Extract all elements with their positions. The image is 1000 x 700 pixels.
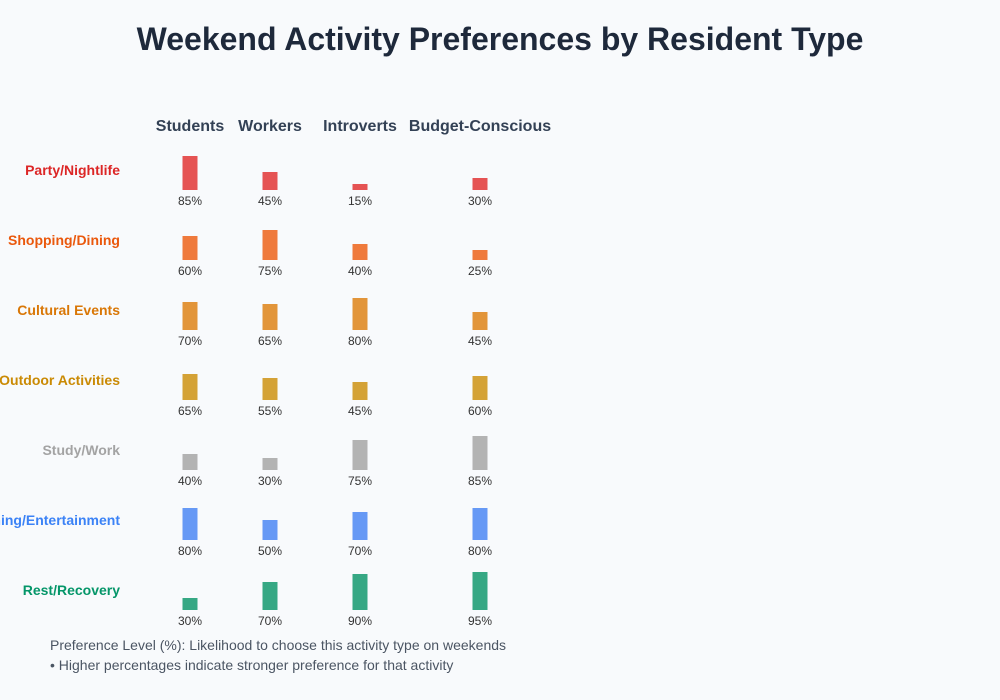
value-label: 80% xyxy=(178,544,202,558)
bar xyxy=(472,178,488,190)
bar xyxy=(352,440,368,470)
value-label: 70% xyxy=(348,544,372,558)
bar xyxy=(472,572,488,610)
row-label: Gaming/Entertainment xyxy=(0,512,120,528)
value-label: 65% xyxy=(258,334,282,348)
bar xyxy=(182,454,198,470)
value-label: 30% xyxy=(178,614,202,628)
value-label: 85% xyxy=(178,194,202,208)
value-label: 75% xyxy=(348,474,372,488)
row-group: Rest/Recovery 30% 70% 90% 95% xyxy=(23,572,492,628)
row-label: Cultural Events xyxy=(17,302,120,318)
column-header: Workers xyxy=(238,118,302,135)
row-group: Outdoor Activities 65% 55% 45% 60% xyxy=(0,372,492,418)
bar xyxy=(262,172,278,190)
bar xyxy=(182,374,198,400)
value-label: 80% xyxy=(348,334,372,348)
chart-title: Weekend Activity Preferences by Resident… xyxy=(137,21,864,57)
value-label: 30% xyxy=(468,194,492,208)
value-label: 95% xyxy=(468,614,492,628)
value-label: 65% xyxy=(178,404,202,418)
value-label: 15% xyxy=(348,194,372,208)
bar xyxy=(182,302,198,330)
column-header: Introverts xyxy=(323,118,397,135)
value-label: 25% xyxy=(468,264,492,278)
column-header: Students xyxy=(156,118,225,135)
value-label: 55% xyxy=(258,404,282,418)
bar xyxy=(352,512,368,540)
row-label: Outdoor Activities xyxy=(0,372,120,388)
value-label: 60% xyxy=(178,264,202,278)
value-label: 30% xyxy=(258,474,282,488)
bar xyxy=(262,378,278,400)
value-label: 45% xyxy=(258,194,282,208)
bar xyxy=(472,312,488,330)
bar xyxy=(262,520,278,540)
bar xyxy=(352,382,368,400)
row-group: Shopping/Dining 60% 75% 40% 25% xyxy=(8,230,492,278)
bar xyxy=(262,458,278,470)
value-label: 50% xyxy=(258,544,282,558)
bar xyxy=(472,250,488,260)
value-label: 85% xyxy=(468,474,492,488)
bar xyxy=(262,304,278,330)
row-group: Gaming/Entertainment 80% 50% 70% 80% xyxy=(0,508,492,558)
value-label: 45% xyxy=(468,334,492,348)
row-label: Rest/Recovery xyxy=(23,582,120,598)
bar xyxy=(352,574,368,610)
bar xyxy=(472,376,488,400)
legend-note-2: • Higher percentages indicate stronger p… xyxy=(50,657,453,673)
bar xyxy=(182,508,198,540)
bar xyxy=(352,298,368,330)
row-group: Cultural Events 70% 65% 80% 45% xyxy=(17,298,492,348)
value-label: 70% xyxy=(258,614,282,628)
column-header: Budget-Conscious xyxy=(409,118,551,135)
value-label: 40% xyxy=(178,474,202,488)
value-label: 60% xyxy=(468,404,492,418)
bar xyxy=(472,436,488,470)
bar xyxy=(262,230,278,260)
value-label: 90% xyxy=(348,614,372,628)
value-label: 70% xyxy=(178,334,202,348)
bar xyxy=(472,508,488,540)
row-label: Study/Work xyxy=(42,442,120,458)
bar xyxy=(262,582,278,610)
row-group: Study/Work 40% 30% 75% 85% xyxy=(42,436,492,488)
row-label: Party/Nightlife xyxy=(25,162,120,178)
value-label: 45% xyxy=(348,404,372,418)
bar xyxy=(182,236,198,260)
value-label: 40% xyxy=(348,264,372,278)
value-label: 80% xyxy=(468,544,492,558)
bar xyxy=(182,156,198,190)
bar xyxy=(352,184,368,190)
value-label: 75% xyxy=(258,264,282,278)
row-group: Party/Nightlife 85% 45% 15% 30% xyxy=(25,156,492,208)
row-label: Shopping/Dining xyxy=(8,232,120,248)
legend-note-1: Preference Level (%): Likelihood to choo… xyxy=(50,637,506,653)
bar xyxy=(182,598,198,610)
bar xyxy=(352,244,368,260)
